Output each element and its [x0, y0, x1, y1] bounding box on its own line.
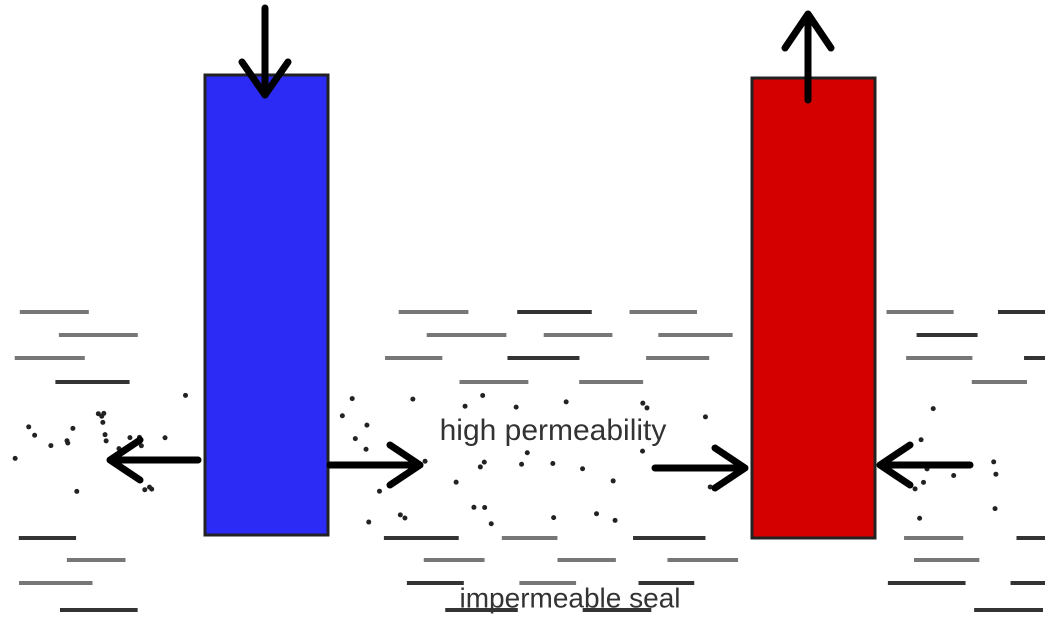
sand-dot: [13, 456, 18, 461]
sand-dot: [101, 411, 106, 416]
sand-dot: [551, 515, 556, 520]
sand-dot: [519, 462, 524, 467]
diagram: high permeability impermeable seal: [0, 0, 1047, 619]
sand-dot: [163, 435, 168, 440]
sand-dot: [183, 393, 188, 398]
sand-dot: [364, 423, 369, 428]
sand-dot: [921, 480, 926, 485]
sand-dot: [613, 518, 618, 523]
sand-dot: [931, 406, 936, 411]
sand-dot: [580, 466, 585, 471]
sand-dot: [100, 420, 105, 425]
sand-dot: [410, 397, 415, 402]
sand-dot: [482, 505, 487, 510]
sand-dot: [640, 401, 645, 406]
sand-dot: [377, 489, 382, 494]
sand-dot: [26, 424, 31, 429]
sand-dot: [103, 432, 108, 437]
sand-dot: [703, 414, 708, 419]
sand-dot: [96, 411, 101, 416]
sand-dot: [564, 399, 569, 404]
sand-dot: [350, 396, 355, 401]
sand-dot: [919, 437, 924, 442]
sand-dot: [640, 449, 645, 454]
sand-dot: [993, 506, 998, 511]
sand-dot: [32, 433, 37, 438]
sand-dot: [482, 460, 487, 465]
sand-dot: [611, 478, 616, 483]
sand-dot: [364, 447, 369, 452]
arrow-left: [880, 445, 970, 485]
sand-dot: [644, 405, 649, 410]
sand-dot: [550, 461, 555, 466]
sand-dot: [991, 459, 996, 464]
sand-dot: [423, 459, 428, 464]
production-well: [752, 78, 875, 538]
page: high permeability impermeable seal (() =…: [0, 0, 1047, 619]
permeable-label: high permeability: [440, 414, 667, 447]
sand-dot: [463, 404, 468, 409]
arrow-left: [110, 440, 198, 480]
sand-dot: [48, 443, 53, 448]
sand-dot: [951, 473, 956, 478]
seal-label: impermeable seal: [460, 582, 681, 613]
sand-dot: [594, 511, 599, 516]
arrow-right: [330, 445, 420, 485]
sand-dot: [70, 426, 75, 431]
arrow-right: [655, 448, 745, 488]
sand-dot: [917, 516, 922, 521]
sand-dot: [353, 436, 358, 441]
sand-dot: [478, 464, 483, 469]
sand-dot: [514, 405, 519, 410]
sand-dot: [480, 393, 485, 398]
sand-dot: [147, 485, 152, 490]
sand-dot: [142, 487, 147, 492]
sand-dot: [104, 438, 109, 443]
injection-well: [205, 75, 328, 535]
sand-dot: [64, 438, 69, 443]
sand-dot: [454, 480, 459, 485]
sand-dot: [366, 520, 371, 525]
sand-dot: [398, 512, 403, 517]
sand-dot: [340, 413, 345, 418]
sand-dot: [402, 515, 407, 520]
sand-dot: [127, 435, 132, 440]
sand-dot: [74, 489, 79, 494]
sand-dot: [471, 505, 476, 510]
sand-dot: [525, 450, 530, 455]
sand-dot: [993, 472, 998, 477]
sand-dot: [489, 521, 494, 526]
sand-dot: [913, 486, 918, 491]
